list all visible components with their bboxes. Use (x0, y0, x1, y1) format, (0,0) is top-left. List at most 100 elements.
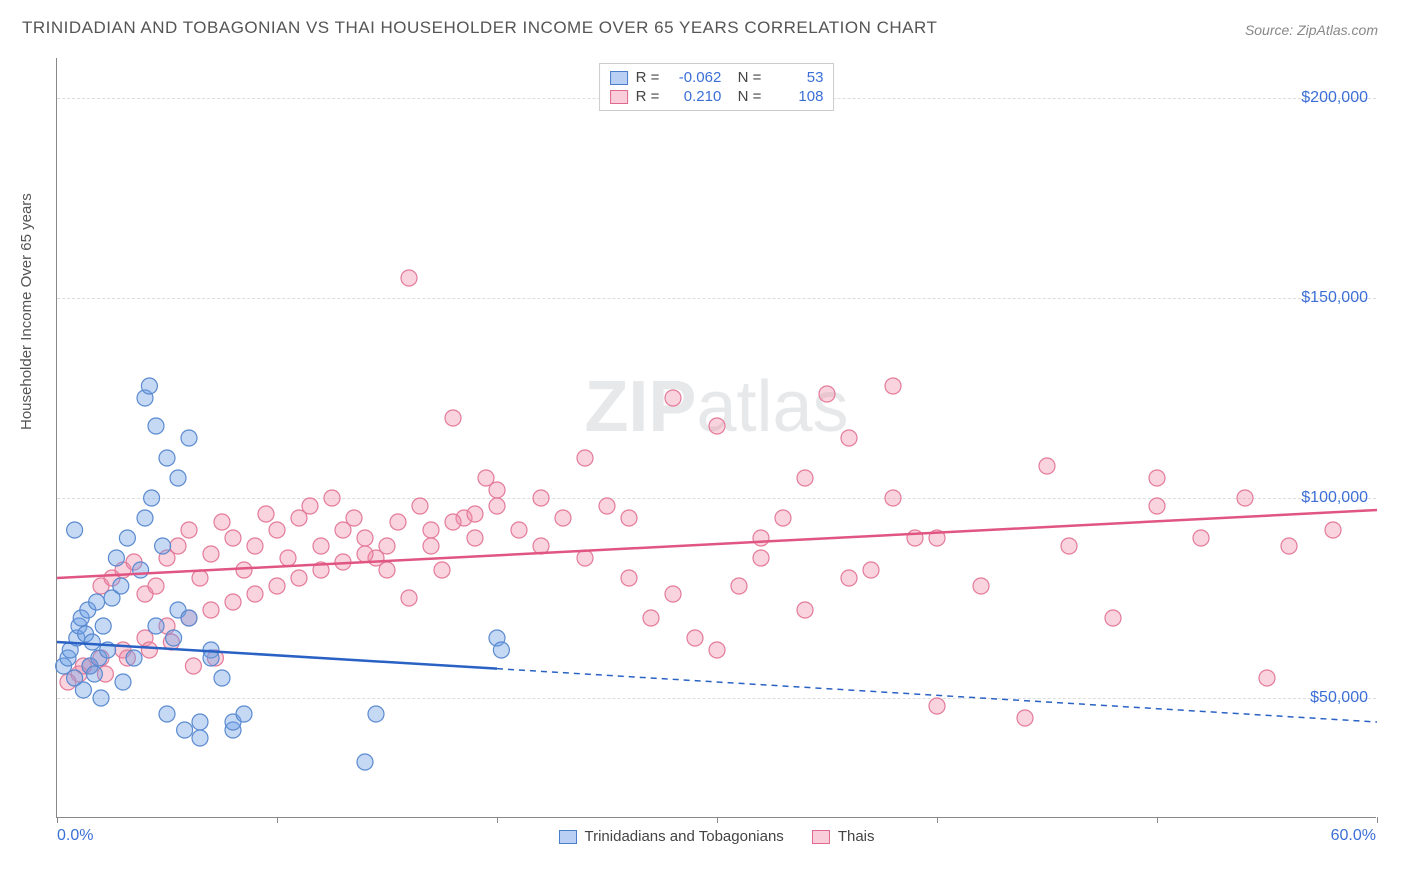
scatter-point (177, 722, 193, 738)
scatter-point (665, 390, 681, 406)
scatter-point (141, 642, 157, 658)
x-tick-mark (57, 817, 58, 823)
scatter-point (797, 470, 813, 486)
scatter-point (1105, 610, 1121, 626)
source-attribution: Source: ZipAtlas.com (1245, 22, 1378, 38)
scatter-point (203, 602, 219, 618)
scatter-point (247, 538, 263, 554)
scatter-point (1039, 458, 1055, 474)
scatter-point (423, 522, 439, 538)
scatter-point (841, 570, 857, 586)
scatter-point (133, 562, 149, 578)
scatter-point (192, 714, 208, 730)
scatter-point (346, 510, 362, 526)
scatter-point (489, 482, 505, 498)
x-tick-mark (277, 817, 278, 823)
scatter-point (357, 546, 373, 562)
scatter-point (192, 730, 208, 746)
scatter-point (181, 430, 197, 446)
x-tick-mark (1157, 817, 1158, 823)
scatter-point (214, 670, 230, 686)
scatter-point (1193, 530, 1209, 546)
x-tick-mark (1377, 817, 1378, 823)
scatter-point (84, 634, 100, 650)
swatch-pink-icon (812, 830, 830, 844)
swatch-blue-icon (558, 830, 576, 844)
scatter-point (291, 570, 307, 586)
chart-title: TRINIDADIAN AND TOBAGONIAN VS THAI HOUSE… (22, 18, 937, 38)
scatter-point (1149, 498, 1165, 514)
scatter-point (390, 514, 406, 530)
scatter-point (67, 522, 83, 538)
scatter-point (203, 546, 219, 562)
scatter-point (137, 510, 153, 526)
x-tick-mark (717, 817, 718, 823)
swatch-pink-icon (610, 90, 628, 104)
scatter-point (973, 578, 989, 594)
scatter-point (797, 602, 813, 618)
scatter-point (1259, 670, 1275, 686)
chart-plot-area: ZIPatlas R = -0.062 N = 53 R = 0.210 N =… (56, 58, 1376, 818)
scatter-point (247, 586, 263, 602)
x-axis-max-label: 60.0% (1331, 827, 1376, 845)
series-legend: Trinidadians and Tobagonians Thais (558, 828, 874, 845)
scatter-point (1017, 710, 1033, 726)
scatter-point (379, 562, 395, 578)
scatter-point (533, 490, 549, 506)
scatter-point (709, 642, 725, 658)
scatter-point (753, 530, 769, 546)
scatter-point (89, 594, 105, 610)
scatter-point (258, 506, 274, 522)
scatter-point (108, 550, 124, 566)
scatter-point (412, 498, 428, 514)
scatter-point (1061, 538, 1077, 554)
scatter-point (621, 510, 637, 526)
scatter-point (324, 490, 340, 506)
scatter-point (1149, 470, 1165, 486)
legend-item-pink: Thais (812, 828, 875, 845)
scatter-point (445, 410, 461, 426)
scatter-point (1281, 538, 1297, 554)
scatter-point (75, 682, 91, 698)
x-tick-mark (497, 817, 498, 823)
scatter-point (166, 630, 182, 646)
scatter-point (148, 418, 164, 434)
scatter-point (93, 690, 109, 706)
scatter-point (141, 378, 157, 394)
scatter-point (775, 510, 791, 526)
legend-label: Trinidadians and Tobagonians (584, 828, 783, 845)
scatter-point (511, 522, 527, 538)
scatter-point (467, 530, 483, 546)
scatter-plot-svg (57, 58, 1376, 817)
x-tick-mark (937, 817, 938, 823)
scatter-point (144, 490, 160, 506)
stats-row-pink: R = 0.210 N = 108 (610, 87, 824, 106)
scatter-point (192, 570, 208, 586)
scatter-point (148, 618, 164, 634)
scatter-point (159, 706, 175, 722)
scatter-point (621, 570, 637, 586)
scatter-point (86, 666, 102, 682)
scatter-point (115, 674, 131, 690)
scatter-point (599, 498, 615, 514)
scatter-point (113, 578, 129, 594)
scatter-point (170, 470, 186, 486)
correlation-stats-legend: R = -0.062 N = 53 R = 0.210 N = 108 (599, 63, 835, 111)
scatter-point (155, 538, 171, 554)
scatter-point (181, 522, 197, 538)
scatter-point (401, 270, 417, 286)
scatter-point (126, 650, 142, 666)
scatter-point (236, 562, 252, 578)
scatter-point (148, 578, 164, 594)
scatter-point (401, 590, 417, 606)
scatter-point (885, 490, 901, 506)
scatter-point (214, 514, 230, 530)
scatter-point (357, 530, 373, 546)
scatter-point (159, 450, 175, 466)
scatter-point (709, 418, 725, 434)
legend-item-blue: Trinidadians and Tobagonians (558, 828, 783, 845)
scatter-point (1325, 522, 1341, 538)
swatch-blue-icon (610, 71, 628, 85)
scatter-point (1237, 490, 1253, 506)
scatter-point (119, 530, 135, 546)
